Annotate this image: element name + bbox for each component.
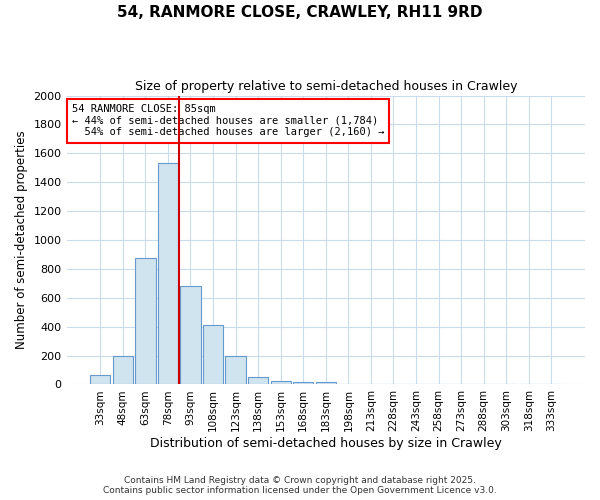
Bar (90, 375, 110, 384)
Bar (158, 164, 178, 384)
Bar (113, 356, 133, 384)
Bar (248, 376, 268, 384)
Text: 54 RANMORE CLOSE: 85sqm
← 44% of semi-detached houses are smaller (1,784)
  54% : 54 RANMORE CLOSE: 85sqm ← 44% of semi-de… (72, 104, 384, 138)
Bar (135, 258, 155, 384)
Bar (271, 381, 291, 384)
Title: Size of property relative to semi-detached houses in Crawley: Size of property relative to semi-detach… (134, 80, 517, 93)
X-axis label: Distribution of semi-detached houses by size in Crawley: Distribution of semi-detached houses by … (150, 437, 502, 450)
Text: 54, RANMORE CLOSE, CRAWLEY, RH11 9RD: 54, RANMORE CLOSE, CRAWLEY, RH11 9RD (117, 5, 483, 20)
Y-axis label: Number of semi-detached properties: Number of semi-detached properties (15, 130, 28, 350)
Bar (203, 324, 223, 384)
Bar (226, 356, 246, 384)
Bar (181, 286, 200, 384)
Bar (293, 382, 313, 384)
Text: Contains HM Land Registry data © Crown copyright and database right 2025.
Contai: Contains HM Land Registry data © Crown c… (103, 476, 497, 495)
Bar (316, 382, 336, 384)
